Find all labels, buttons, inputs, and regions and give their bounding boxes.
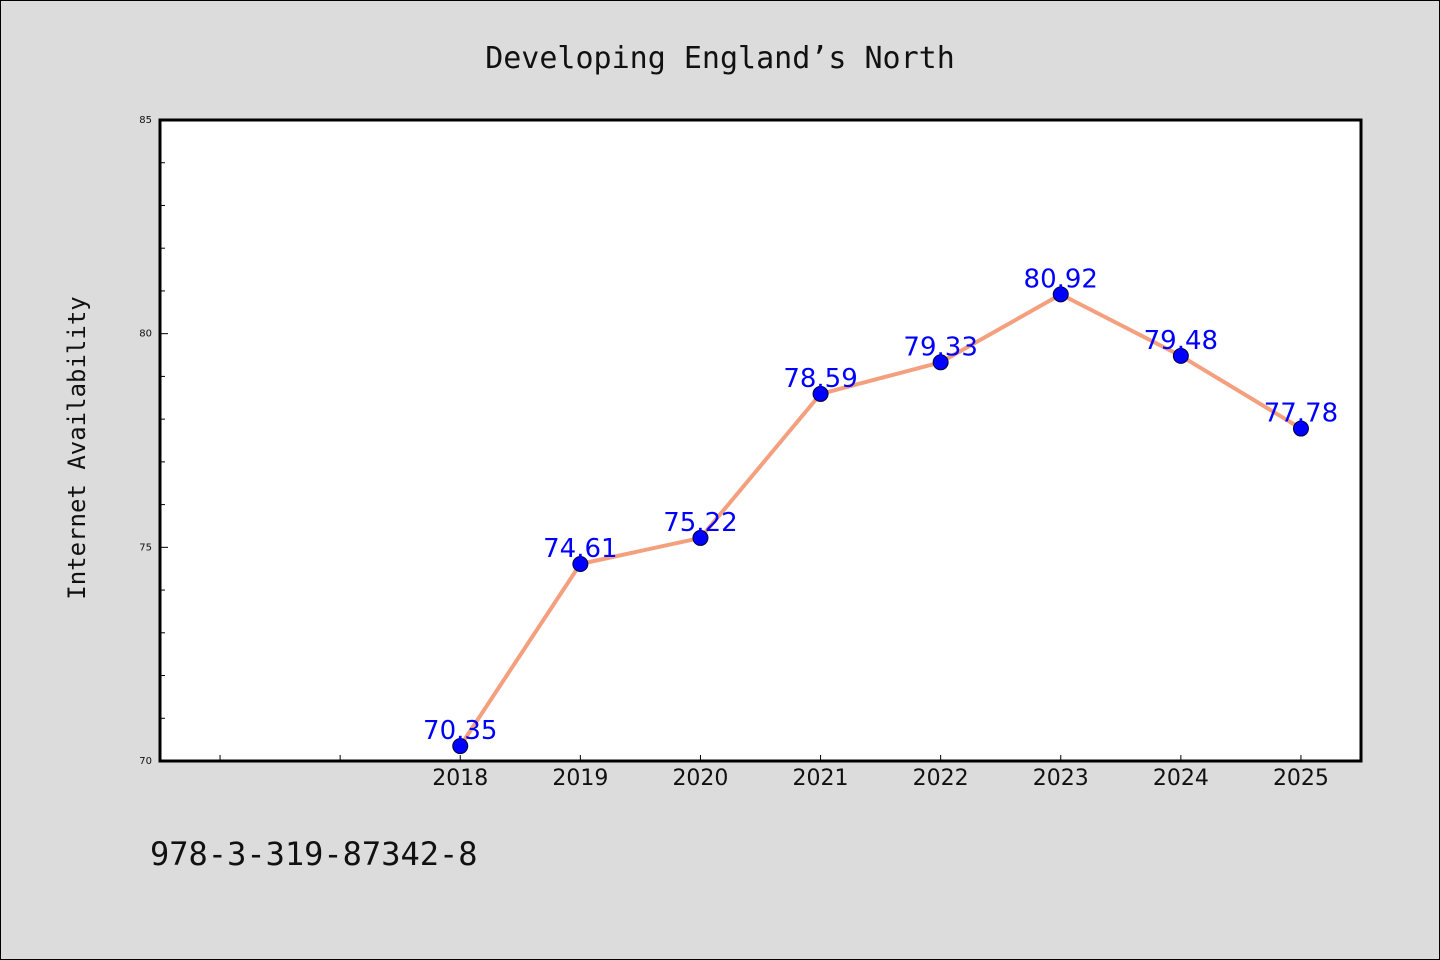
y-axis-label: Internet Availability: [63, 296, 91, 599]
x-tick-label: 2020: [672, 766, 728, 791]
data-label: 79.33: [903, 332, 977, 362]
data-point: [932, 354, 949, 371]
isbn-text: 978-3-319-87342-8: [150, 835, 478, 873]
y-tick-label: 70: [139, 756, 152, 767]
x-tick-label: 2018: [432, 766, 488, 791]
x-tick-label: 2021: [793, 766, 849, 791]
data-labels: 70.35 74.61 75.22 78.59 79.33 80.92 79.48 77.78: [423, 264, 1338, 746]
data-label: 79.48: [1144, 326, 1218, 356]
x-tick-label: 2024: [1153, 766, 1209, 791]
x-tick-label: 2022: [913, 766, 969, 791]
x-tick-labels: 2018 2019 2020 2021 2022 2023 2024 2025: [432, 766, 1329, 791]
plot-border: [158, 118, 1363, 763]
series-line: [458, 292, 1303, 748]
y-tick-label: 80: [139, 329, 152, 340]
plot-area: [160, 120, 1361, 761]
y-tick-label: 85: [139, 115, 152, 126]
data-label: 80.92: [1024, 264, 1098, 294]
data-point: [572, 555, 589, 572]
data-point: [1052, 286, 1069, 303]
x-tick-label: 2023: [1033, 766, 1089, 791]
data-point: [692, 529, 709, 546]
y-tick-label: 75: [139, 542, 152, 553]
x-tick-label: 2019: [552, 766, 608, 791]
data-label: 74.61: [543, 534, 617, 564]
data-point: [1172, 347, 1189, 364]
y-tick-labels: 70 75 80 85: [139, 115, 152, 767]
data-label: 70.35: [423, 716, 497, 746]
data-label: 75.22: [663, 508, 737, 538]
x-tick-label: 2025: [1273, 766, 1329, 791]
data-label: 78.59: [783, 364, 857, 394]
data-label: 77.78: [1264, 399, 1338, 429]
data-point: [1292, 420, 1309, 437]
data-point: [812, 385, 829, 402]
data-points: [452, 286, 1309, 755]
data-point: [452, 738, 469, 755]
chart-title: Developing England’s North: [485, 41, 955, 76]
